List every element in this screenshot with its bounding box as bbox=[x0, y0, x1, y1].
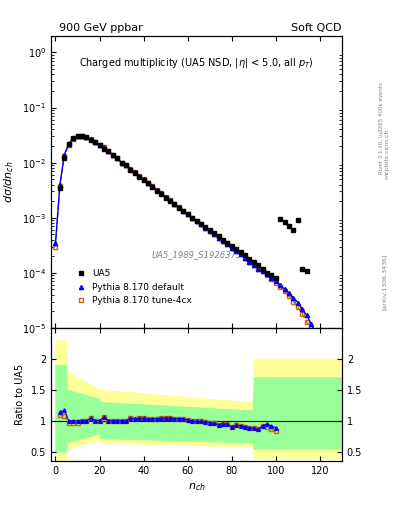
Pythia 8.170 tune-4cx bbox=[216, 235, 221, 241]
Pythia 8.170 default bbox=[198, 221, 203, 227]
Pythia 8.170 tune-4cx bbox=[79, 133, 84, 139]
UA5 bbox=[230, 243, 234, 249]
UA5 bbox=[66, 141, 71, 147]
Pythia 8.170 tune-4cx bbox=[110, 152, 115, 158]
UA5 bbox=[234, 246, 239, 252]
Pythia 8.170 default bbox=[75, 133, 80, 139]
Line: Pythia 8.170 default: Pythia 8.170 default bbox=[53, 134, 322, 347]
UA5 bbox=[57, 185, 62, 191]
Text: Charged multiplicity (UA5 NSD, $|\eta|$ < 5.0, all $p_T$): Charged multiplicity (UA5 NSD, $|\eta|$ … bbox=[79, 56, 314, 70]
UA5 bbox=[75, 133, 80, 139]
Text: Rivet 3.1.10, \u2265 400k events: Rivet 3.1.10, \u2265 400k events bbox=[379, 82, 384, 174]
Pythia 8.170 default bbox=[286, 290, 291, 296]
UA5 bbox=[168, 198, 173, 204]
Pythia 8.170 default bbox=[318, 342, 322, 348]
UA5 bbox=[304, 268, 309, 274]
Text: UA5_1989_S1926373: UA5_1989_S1926373 bbox=[151, 250, 242, 260]
Pythia 8.170 default bbox=[216, 235, 221, 241]
Pythia 8.170 tune-4cx bbox=[53, 244, 58, 250]
UA5 bbox=[274, 275, 278, 281]
Pythia 8.170 default bbox=[53, 240, 58, 246]
Pythia 8.170 default bbox=[150, 183, 155, 189]
UA5 bbox=[128, 166, 133, 173]
Legend: UA5, Pythia 8.170 default, Pythia 8.170 tune-4cx: UA5, Pythia 8.170 default, Pythia 8.170 … bbox=[70, 266, 195, 309]
Y-axis label: Ratio to UA5: Ratio to UA5 bbox=[15, 364, 25, 425]
Pythia 8.170 tune-4cx bbox=[198, 221, 203, 227]
Pythia 8.170 default bbox=[119, 160, 124, 166]
Pythia 8.170 tune-4cx bbox=[150, 183, 155, 189]
Line: Pythia 8.170 tune-4cx: Pythia 8.170 tune-4cx bbox=[53, 134, 322, 352]
Y-axis label: $d\sigma/dn_{ch}$: $d\sigma/dn_{ch}$ bbox=[3, 161, 17, 203]
Pythia 8.170 tune-4cx bbox=[119, 160, 124, 166]
UA5 bbox=[71, 135, 75, 141]
X-axis label: $n_{ch}$: $n_{ch}$ bbox=[187, 481, 206, 493]
Text: [arXiv:1306.3436]: [arXiv:1306.3436] bbox=[382, 253, 387, 310]
Pythia 8.170 default bbox=[110, 152, 115, 158]
Pythia 8.170 tune-4cx bbox=[318, 347, 322, 353]
Text: mcplots.cern.ch: mcplots.cern.ch bbox=[385, 129, 389, 179]
Text: 900 GeV ppbar: 900 GeV ppbar bbox=[59, 23, 143, 33]
Text: Soft QCD: Soft QCD bbox=[292, 23, 342, 33]
Pythia 8.170 tune-4cx bbox=[286, 293, 291, 299]
Line: UA5: UA5 bbox=[57, 133, 309, 281]
